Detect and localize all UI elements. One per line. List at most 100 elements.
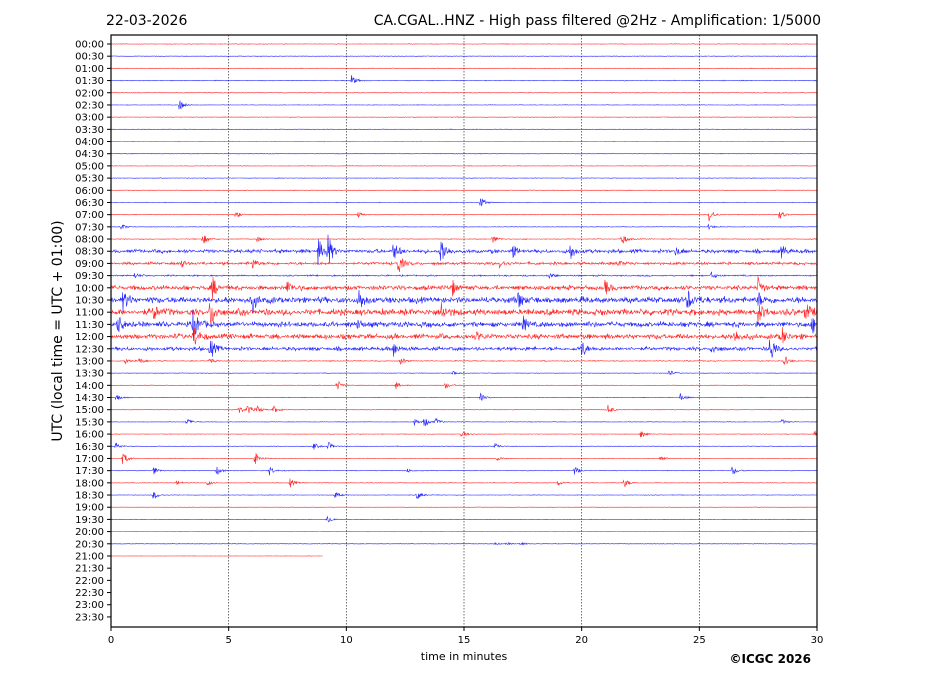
y-tick-label: 11:00 — [75, 308, 104, 319]
y-tick-label: 02:00 — [75, 88, 104, 99]
trace-row-1730 — [110, 466, 818, 476]
y-tick-label: 07:30 — [75, 222, 104, 233]
y-tick-label: 13:00 — [75, 356, 104, 367]
trace-row-1130 — [110, 309, 818, 342]
trace-row-0530 — [110, 177, 817, 179]
trace-row-1530 — [110, 417, 818, 427]
y-tick-label: 12:00 — [75, 332, 104, 343]
trace-row-1930 — [110, 515, 817, 523]
plot-frame — [110, 34, 818, 628]
trace-row-1100 — [110, 302, 818, 324]
y-tick-label: 18:30 — [75, 491, 104, 502]
trace-row-0130 — [110, 75, 818, 83]
trace-row-1430 — [110, 392, 817, 401]
y-tick-label: 17:00 — [75, 454, 104, 465]
y-tick-label: 08:00 — [75, 235, 104, 246]
x-tick-label: 20 — [575, 635, 588, 646]
chart-title: CA.CGAL..HNZ - High pass filtered @2Hz -… — [374, 13, 821, 29]
trace-row-0900 — [110, 257, 818, 273]
trace-row-0230 — [110, 100, 817, 110]
y-tick-label: 20:30 — [75, 539, 104, 550]
y-tick-label: 20:00 — [75, 527, 104, 538]
trace-row-0700 — [110, 211, 817, 222]
trace-row-1700 — [110, 453, 818, 465]
y-tick-label: 15:30 — [75, 417, 104, 428]
trace-row-1000 — [110, 276, 818, 300]
y-tick-label: 05:00 — [75, 161, 104, 172]
y-tick-label: 15:00 — [75, 405, 104, 416]
y-tick-label: 23:00 — [75, 600, 104, 611]
trace-row-1300 — [110, 356, 818, 366]
y-tick-label: 21:00 — [75, 551, 104, 562]
y-tick-label: 23:30 — [75, 612, 104, 623]
y-tick-label: 10:30 — [75, 295, 104, 306]
trace-row-0630 — [110, 198, 818, 207]
y-tick-label: 18:00 — [75, 478, 104, 489]
trace-row-1200 — [110, 327, 818, 345]
y-tick-label: 05:30 — [75, 174, 104, 185]
y-tick-label: 10:00 — [75, 283, 104, 294]
y-tick-label: 19:30 — [75, 515, 104, 526]
trace-row-1830 — [110, 492, 817, 500]
y-axis-label: UTC (local time = UTC + 01:00) — [50, 220, 66, 441]
trace-row-0330 — [110, 128, 818, 131]
y-tick-label: 22:30 — [75, 588, 104, 599]
y-tick-label: 13:30 — [75, 369, 104, 380]
trace-row-1500 — [110, 404, 818, 414]
x-axis-label: time in minutes — [421, 650, 508, 663]
trace-row-1330 — [110, 370, 818, 376]
y-tick-label: 21:30 — [75, 564, 104, 575]
y-tick-label: 03:00 — [75, 113, 104, 124]
y-tick-label: 11:30 — [75, 320, 104, 331]
y-tick-label: 07:00 — [75, 210, 104, 221]
x-tick-label: 0 — [108, 635, 114, 646]
y-tick-label: 06:30 — [75, 198, 104, 209]
x-tick-label: 5 — [225, 635, 231, 646]
trace-row-0830 — [110, 234, 818, 266]
y-tick-label: 12:30 — [75, 344, 104, 355]
y-tick-label: 09:30 — [75, 271, 104, 282]
trace-row-0500 — [110, 165, 818, 167]
y-tick-label: 22:00 — [75, 576, 104, 587]
trace-row-0030 — [110, 55, 818, 57]
y-tick-label: 00:00 — [75, 40, 104, 51]
x-tick-label: 30 — [811, 635, 824, 646]
y-tick-label: 17:30 — [75, 466, 104, 477]
trace-row-1230 — [110, 339, 818, 358]
y-tick-label: 00:30 — [75, 52, 104, 63]
y-tick-label: 02:30 — [75, 100, 104, 111]
y-tick-label: 19:00 — [75, 503, 104, 514]
trace-row-1800 — [110, 478, 818, 488]
y-tick-label: 08:30 — [75, 247, 104, 258]
trace-row-0400 — [110, 140, 818, 143]
trace-row-0930 — [110, 271, 818, 279]
trace-row-0200 — [111, 91, 818, 94]
y-tick-label: 09:00 — [75, 259, 104, 270]
y-tick-label: 16:30 — [75, 442, 104, 453]
date-label: 22-03-2026 — [106, 13, 187, 29]
trace-row-0430 — [111, 152, 818, 155]
y-tick-label: 14:30 — [75, 393, 104, 404]
y-tick-label: 03:30 — [75, 125, 104, 136]
trace-row-0000 — [110, 43, 818, 45]
trace-row-1400 — [110, 380, 818, 390]
x-tick-label: 10 — [340, 635, 353, 646]
y-tick-label: 01:30 — [75, 76, 104, 87]
trace-row-1030 — [110, 289, 818, 314]
y-tick-label: 04:30 — [75, 149, 104, 160]
y-tick-label: 14:00 — [75, 381, 104, 392]
copyright: ©ICGC 2026 — [729, 652, 811, 666]
y-tick-label: 01:00 — [75, 64, 104, 75]
trace-row-1600 — [110, 430, 818, 438]
trace-row-2030 — [110, 541, 818, 546]
trace-row-0300 — [110, 116, 818, 118]
y-tick-label: 06:00 — [75, 186, 104, 197]
trace-row-0600 — [110, 189, 818, 192]
trace-row-0100 — [111, 67, 818, 70]
y-tick-label: 04:00 — [75, 137, 104, 148]
trace-row-0730 — [110, 223, 818, 230]
x-tick-label: 15 — [458, 635, 471, 646]
trace-row-0800 — [111, 235, 818, 244]
